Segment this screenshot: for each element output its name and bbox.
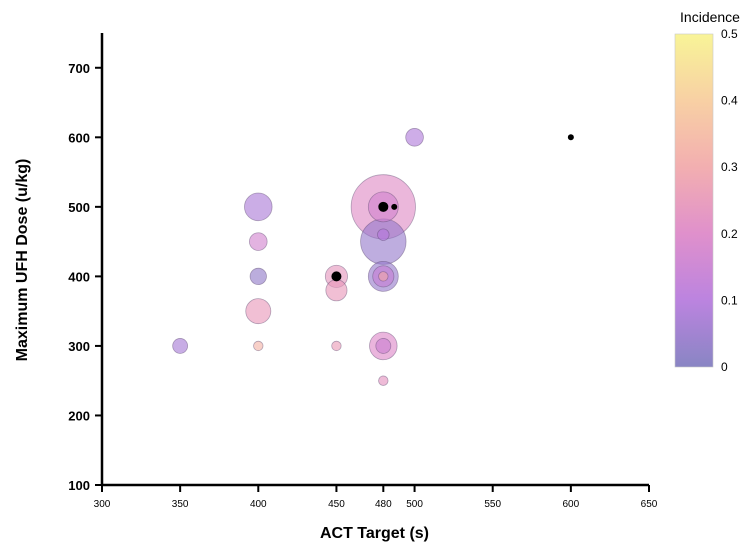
y-tick-label: 600 [68,130,90,145]
data-point [405,128,424,147]
data-point [325,279,348,302]
colorbar-tick-label: 0.5 [721,27,738,41]
data-point [567,134,574,141]
y-axis-title: Maximum UFH Dose (u/kg) [14,159,31,362]
data-point [391,203,398,210]
data-point [331,340,342,352]
y-tick-label: 500 [68,200,90,215]
colorbar-tick-label: 0 [721,360,728,374]
y-tick-label: 200 [68,408,90,423]
y-tick-label: 100 [68,478,90,493]
x-tick-label: 650 [641,499,658,510]
data-point [377,228,390,241]
data-point [378,271,389,282]
data-point [331,271,342,282]
y-tick-label: 700 [68,61,90,76]
data-point [253,340,264,352]
y-tick-label: 300 [68,339,90,354]
data-point [249,267,267,286]
x-tick-label: 450 [328,499,345,510]
x-tick-label: 550 [484,499,501,510]
data-point [378,375,389,386]
data-point [378,201,389,212]
colorbar-tick-label: 0.1 [721,293,738,307]
data-point [375,338,392,354]
data-point [244,192,273,222]
colorbar-tick-label: 0.2 [721,227,738,241]
x-tick-label: 350 [172,499,189,510]
colorbar-tick-label: 0.4 [721,94,738,108]
colorbar: Incidence 0 0.1 0.2 0.3 0.4 0.5 [674,9,740,374]
colorbar-gradient [674,33,714,368]
data-point [249,232,268,251]
points-layer [172,128,574,386]
x-tick-label: 300 [94,499,111,510]
data-point [245,298,272,325]
x-tick-label: 480 [375,499,392,510]
x-tick-label: 500 [406,499,423,510]
colorbar-tick-label: 0.3 [721,160,738,174]
axes-layer: 100 200 300 400 500 600 700 300 350 400 450 480 500 5… [14,33,658,542]
x-tick-label: 600 [563,499,580,510]
colorbar-title: Incidence [680,9,740,25]
x-tick-label: 400 [250,499,267,510]
x-axis-title: ACT Target (s) [320,525,429,542]
data-point [360,218,407,265]
y-tick-label: 400 [68,269,90,284]
data-point [172,338,189,354]
